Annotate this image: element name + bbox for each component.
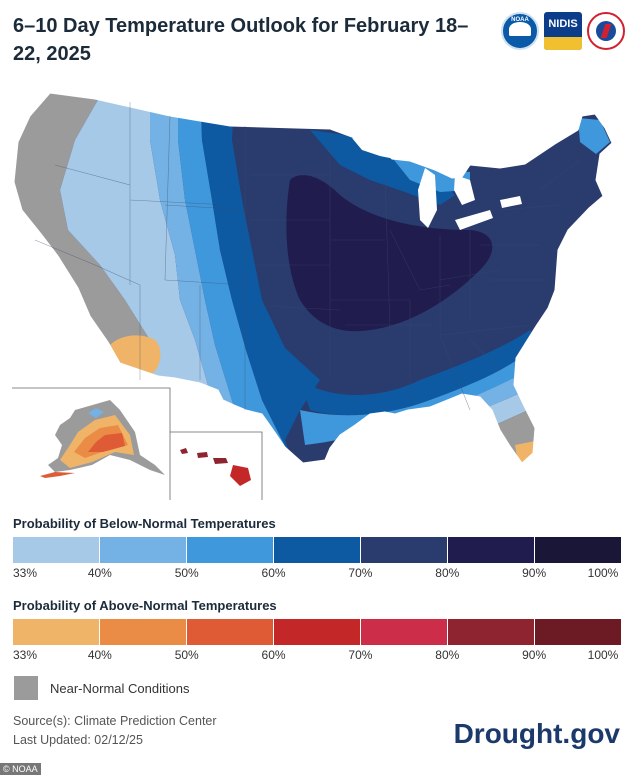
- legend-above-swatch-4: [274, 619, 361, 645]
- band-below-60-70: [200, 93, 320, 460]
- lake-ontario: [500, 196, 522, 208]
- legend-above-tick-label: 90%: [522, 648, 547, 662]
- legend-below-tick-label: 50%: [174, 566, 199, 580]
- nidis-logo-text: NIDIS: [548, 18, 578, 30]
- band-below-50-60: [178, 93, 292, 460]
- alaska-inset: [12, 387, 171, 500]
- legend-above-tick-label: 50%: [174, 648, 199, 662]
- legend-below-bar: [13, 537, 621, 563]
- band-below-60-70-lakes: [310, 130, 455, 205]
- alaska-aleutians: [40, 472, 75, 478]
- hawaii-oahu: [197, 452, 208, 458]
- hawaii-big-island: [230, 465, 251, 486]
- legend-above-tick-label: 80%: [435, 648, 460, 662]
- band-below-80-90-core: [286, 175, 493, 332]
- legend-above-tick-label: 40%: [87, 648, 112, 662]
- legend-above-swatch-1: [13, 619, 100, 645]
- legend-above-swatch-5: [361, 619, 448, 645]
- lake-huron: [454, 175, 475, 205]
- band-below-60-70-south: [300, 330, 540, 416]
- legend-below-swatch-4: [274, 537, 361, 563]
- legend-above-tick-label: 33%: [12, 648, 38, 662]
- legend-above-swatch-3: [187, 619, 274, 645]
- nws-logo: [587, 12, 625, 50]
- near-normal-swatch: [14, 676, 38, 700]
- source-line: Source(s): Climate Prediction Center: [13, 714, 217, 728]
- legend-above-tick-label: 70%: [348, 648, 373, 662]
- image-credit: © NOAA: [0, 763, 41, 775]
- above-33-40-southwest: [110, 335, 161, 377]
- last-updated-line: Last Updated: 02/12/25: [13, 733, 143, 747]
- hawaii-kauai: [180, 448, 188, 454]
- legend-below-tick-label: 90%: [522, 566, 547, 580]
- band-below-50-60-maine: [578, 118, 610, 154]
- legend-above-title: Probability of Above-Normal Temperatures: [13, 598, 277, 613]
- noaa-logo-text: NOAA: [511, 17, 529, 23]
- drought-gov-brand[interactable]: Drought.gov: [453, 718, 620, 749]
- legend-below-swatch-7: [535, 537, 621, 563]
- legend-below-tick-label: 70%: [348, 566, 373, 580]
- legend-above-tick-label: 60%: [261, 648, 286, 662]
- legend-below-tick-label: 100%: [587, 566, 619, 580]
- temperature-outlook-map: [12, 92, 613, 500]
- legend-below-swatch-6: [448, 537, 535, 563]
- hawaii-molokai-maui: [213, 458, 228, 464]
- hawaii-inset: [170, 431, 263, 500]
- legend-below-ticks: 33% 40% 50% 60% 70% 80% 90% 100%: [0, 566, 634, 582]
- alaska-inset-border: [12, 387, 171, 500]
- near-normal-label: Near-Normal Conditions: [50, 681, 190, 696]
- page-title: 6–10 Day Temperature Outlook for Februar…: [13, 15, 469, 65]
- state-borders: [34, 102, 581, 411]
- legend-below-tick-label: 60%: [261, 566, 286, 580]
- legend-above-swatch-6: [448, 619, 535, 645]
- hawaii-inset-border: [170, 431, 263, 500]
- legend-below-swatch-5: [361, 537, 448, 563]
- legend-below-swatch-3: [187, 537, 274, 563]
- legend-below-swatch-2: [100, 537, 187, 563]
- noaa-bird-icon: [509, 22, 531, 36]
- nidis-logo: NIDIS: [544, 12, 582, 50]
- legend-above-swatch-2: [100, 619, 187, 645]
- alaska-above-50-60: [88, 433, 125, 452]
- legend-above-ticks: 33% 40% 50% 60% 70% 80% 90% 100%: [0, 648, 634, 664]
- band-below-50-60-south: [300, 342, 545, 445]
- lake-michigan: [418, 168, 437, 228]
- legend-below-title: Probability of Below-Normal Temperatures: [13, 516, 276, 531]
- nidis-logo-band: [544, 37, 582, 50]
- source-info: Source(s): Climate Prediction Center Las…: [13, 712, 217, 750]
- lake-erie: [455, 210, 493, 230]
- legend-above-swatch-7: [535, 619, 621, 645]
- noaa-logo: NOAA: [501, 12, 539, 50]
- legend-below-tick-label: 33%: [12, 566, 38, 580]
- legend-below-tick-label: 40%: [87, 566, 112, 580]
- legend-above-bar: [13, 619, 621, 645]
- legend-below-tick-label: 80%: [435, 566, 460, 580]
- alaska-below-40-50: [88, 408, 104, 418]
- band-below-40-50: [150, 93, 235, 410]
- legend-below-swatch-1: [13, 537, 100, 563]
- legend-above-tick-label: 100%: [587, 648, 619, 662]
- logo-group: NOAA NIDIS: [501, 10, 626, 54]
- band-below-33-40: [60, 93, 215, 410]
